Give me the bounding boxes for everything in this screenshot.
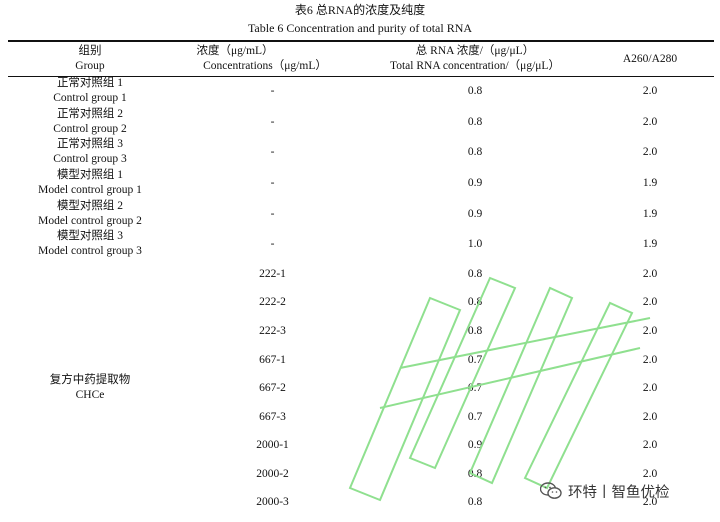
header-group-en: Group [75, 60, 105, 72]
rna-concentration-cell: 0.9 [467, 439, 483, 451]
header-ratio: A260/A280 [622, 53, 678, 65]
group-name-en: Control group 2 [53, 123, 127, 135]
a260-a280-cell: 2.0 [642, 116, 658, 128]
concentration-cell: - [270, 177, 275, 189]
wechat-icon [540, 482, 562, 499]
header-rna-zh: 总 RNA 浓度/（μg/μL） [415, 45, 535, 57]
header-rna-en: Total RNA concentration/（μg/μL） [390, 60, 560, 72]
concentration-cell: - [270, 238, 275, 250]
rna-concentration-cell: 1.0 [467, 238, 483, 250]
a260-a280-cell: 2.0 [642, 439, 658, 451]
concentration-cell: - [270, 208, 275, 220]
top-rule [8, 40, 714, 42]
a260-a280-cell: 1.9 [642, 208, 658, 220]
rna-concentration-cell: 0.7 [467, 411, 483, 423]
rna-concentration-cell: 0.9 [467, 208, 483, 220]
a260-a280-cell: 2.0 [642, 268, 658, 280]
concentration-cell: 222-1 [259, 268, 286, 280]
group-name-zh: 模型对照组 3 [56, 230, 124, 242]
group-name-en: Model control group 1 [38, 184, 142, 196]
concentration-cell: 2000-1 [256, 439, 289, 451]
group-name-en: Control group 3 [53, 153, 127, 165]
a260-a280-cell: 2.0 [642, 146, 658, 158]
a260-a280-cell: 2.0 [642, 85, 658, 97]
concentration-cell: 2000-2 [256, 468, 289, 480]
header-conc-zh: 浓度（μg/mL） [196, 45, 274, 57]
concentration-cell: 222-2 [259, 296, 286, 308]
concentration-cell: 2000-3 [256, 496, 289, 508]
rna-concentration-cell: 0.9 [467, 177, 483, 189]
rna-concentration-cell: 0.8 [467, 268, 483, 280]
rna-concentration-cell: 0.8 [467, 146, 483, 158]
wechat-account-label: 环特丨智鱼优检 [568, 484, 670, 501]
group-name-zh: 正常对照组 2 [56, 108, 124, 120]
a260-a280-cell: 2.0 [642, 411, 658, 423]
header-rule [8, 76, 714, 77]
group-name-en: Model control group 3 [38, 245, 142, 257]
concentration-cell: 667-1 [259, 354, 286, 366]
rna-concentration-cell: 0.7 [467, 354, 483, 366]
rna-concentration-cell: 0.8 [467, 296, 483, 308]
a260-a280-cell: 2.0 [642, 354, 658, 366]
a260-a280-cell: 2.0 [642, 468, 658, 480]
wechat-account-badge: 环特丨智鱼优检 [540, 480, 720, 502]
concentration-cell: - [270, 85, 275, 97]
group-name-zh: 正常对照组 3 [56, 138, 124, 150]
group-name-zh: 模型对照组 1 [56, 169, 124, 181]
table-caption-en: Table 6 Concentration and purity of tota… [247, 21, 473, 35]
concentration-cell: - [270, 146, 275, 158]
header-group-zh: 组别 [78, 45, 102, 57]
a260-a280-cell: 1.9 [642, 177, 658, 189]
group-name-en: Control group 1 [53, 92, 127, 104]
rna-concentration-cell: 0.7 [467, 382, 483, 394]
a260-a280-cell: 2.0 [642, 496, 658, 508]
a260-a280-cell: 2.0 [642, 296, 658, 308]
rna-concentration-cell: 0.8 [467, 116, 483, 128]
chce-group-en: CHCe [75, 389, 105, 401]
concentration-cell: 667-3 [259, 411, 286, 423]
a260-a280-cell: 2.0 [642, 382, 658, 394]
a260-a280-cell: 1.9 [642, 238, 658, 250]
rna-concentration-cell: 0.8 [467, 496, 483, 508]
group-name-zh: 模型对照组 2 [56, 200, 124, 212]
a260-a280-cell: 2.0 [642, 325, 658, 337]
header-conc-en: Concentrations（μg/mL） [203, 60, 327, 72]
group-name-zh: 正常对照组 1 [56, 77, 124, 89]
rna-concentration-cell: 0.8 [467, 325, 483, 337]
concentration-cell: 222-3 [259, 325, 286, 337]
concentration-cell: 667-2 [259, 382, 286, 394]
table-caption-zh: 表6 总RNA的浓度及纯度 [294, 3, 426, 17]
concentration-cell: - [270, 116, 275, 128]
chce-group-zh: 复方中药提取物 [49, 374, 131, 386]
group-name-en: Model control group 2 [38, 215, 142, 227]
rna-concentration-cell: 0.8 [467, 85, 483, 97]
